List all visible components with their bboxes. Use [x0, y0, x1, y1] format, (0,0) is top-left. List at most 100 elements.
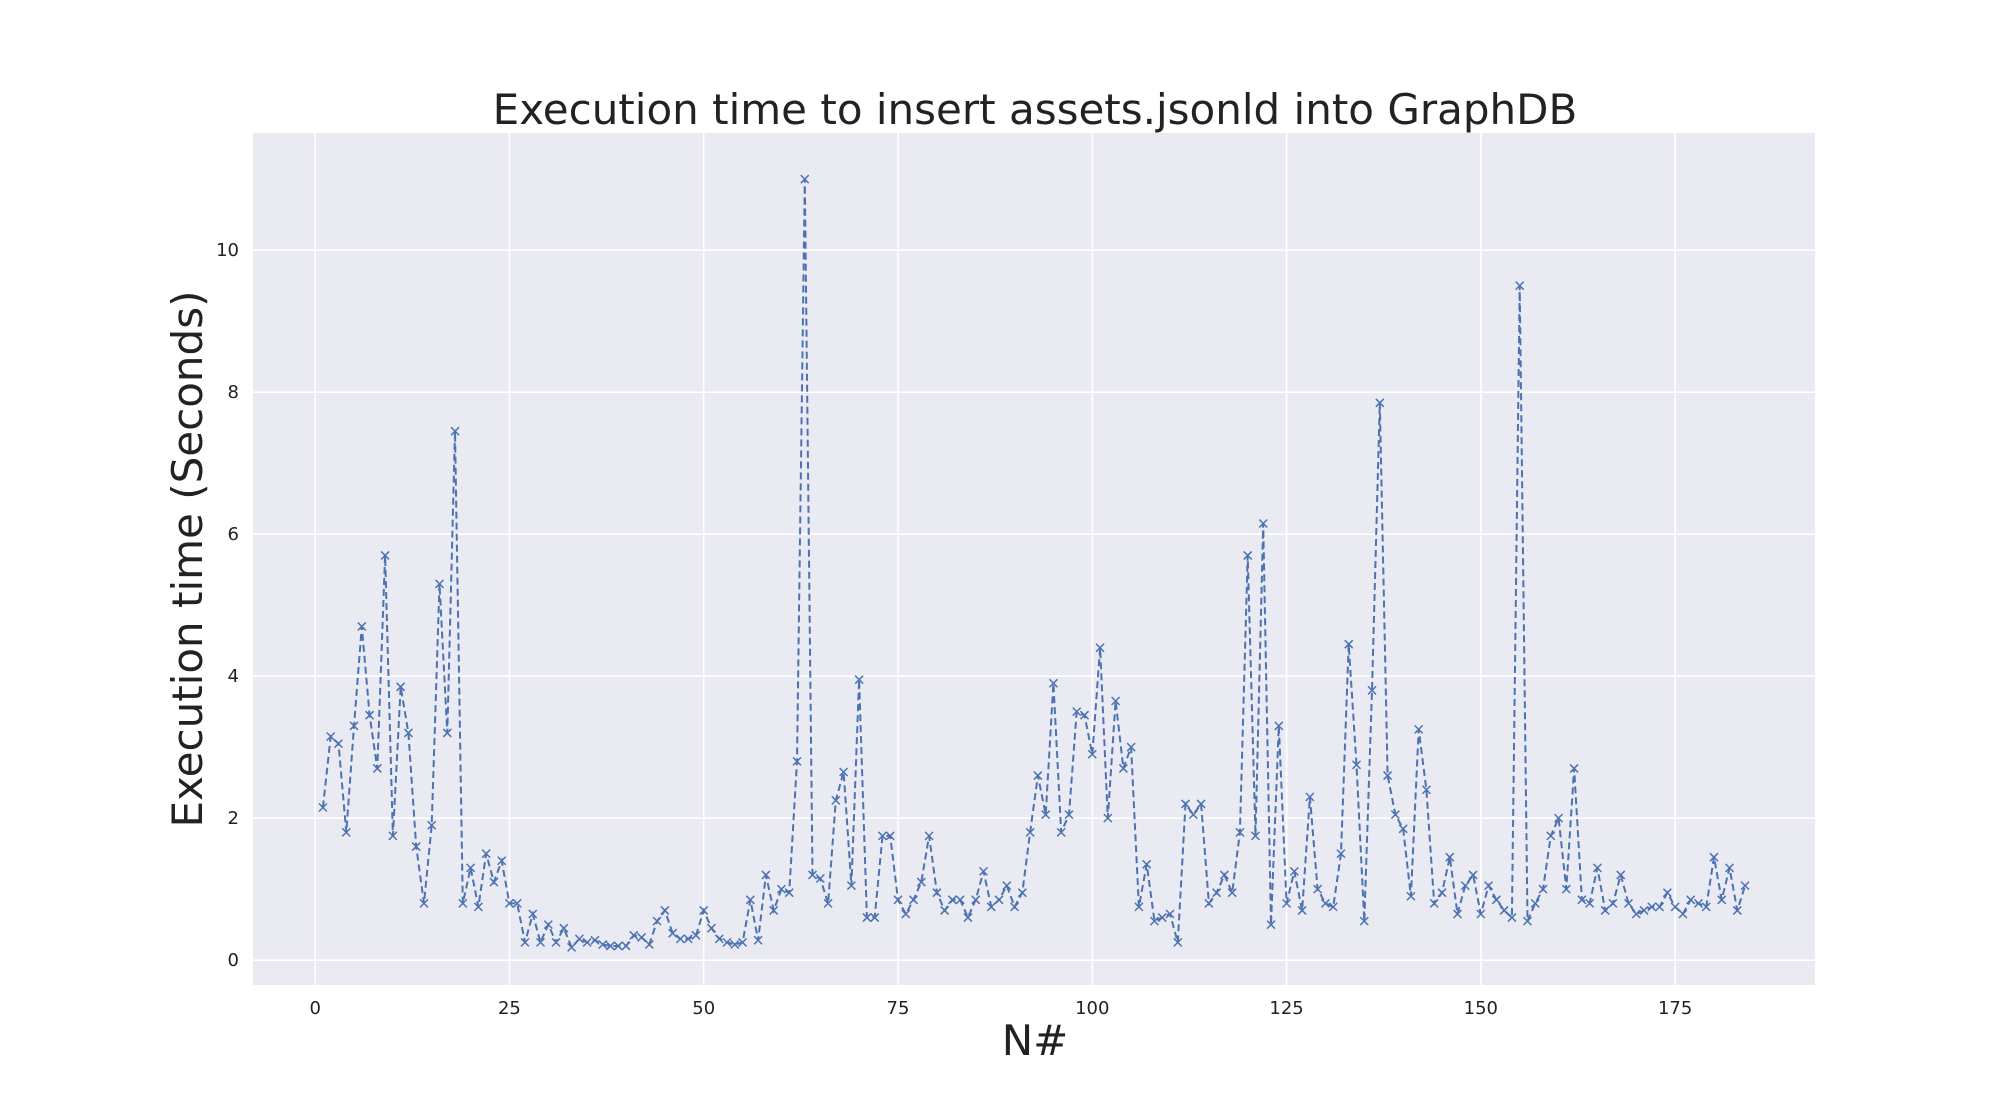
data-point-marker [504, 898, 514, 908]
data-point-marker [1320, 898, 1330, 908]
y-tick-label: 0 [228, 950, 239, 971]
data-point-marker [683, 934, 693, 944]
data-point-marker [1623, 898, 1634, 908]
data-point-marker [1670, 902, 1680, 912]
data-point-marker [1157, 913, 1167, 923]
data-point-marker [1033, 771, 1043, 781]
data-point-marker [1507, 913, 1517, 923]
data-point-marker [660, 905, 670, 915]
data-point-marker [784, 888, 794, 898]
data-point-marker [909, 895, 919, 905]
data-point-marker [365, 710, 375, 720]
data-point-marker [1631, 909, 1641, 919]
data-point-marker [1375, 398, 1385, 408]
data-point-marker [1390, 810, 1400, 820]
data-point-marker [1678, 909, 1688, 919]
data-point-marker [442, 728, 452, 738]
data-point-marker [699, 905, 709, 915]
data-point-marker [1577, 895, 1587, 905]
data-point-marker [458, 898, 468, 908]
data-point-marker [831, 795, 841, 805]
data-point-marker [1499, 905, 1509, 915]
data-point-marker [1149, 916, 1159, 926]
data-point-marker [1219, 870, 1229, 880]
data-point-marker [1468, 870, 1478, 880]
data-point-marker [1111, 696, 1121, 706]
data-point-marker [1383, 771, 1393, 781]
data-point-marker [916, 877, 926, 887]
series-group [318, 174, 1750, 952]
data-point-marker [349, 721, 359, 731]
data-point-marker [846, 881, 856, 891]
data-point-marker [924, 831, 934, 841]
x-tick-label: 125 [1269, 998, 1303, 1019]
data-point-marker [1491, 895, 1501, 905]
data-point-marker [1429, 898, 1439, 908]
data-point-marker [574, 934, 584, 944]
data-point-marker [947, 895, 957, 905]
y-tick-label: 10 [216, 240, 239, 261]
data-point-marker [1592, 863, 1602, 873]
data-point-marker [1250, 831, 1261, 841]
data-point-marker [1515, 281, 1525, 291]
data-point-marker [722, 937, 732, 947]
data-point-marker [318, 802, 328, 813]
grid-lines [253, 133, 1815, 985]
data-point-marker [473, 902, 483, 912]
data-point-marker [1212, 888, 1222, 898]
data-point-marker [823, 898, 833, 908]
data-point-marker [839, 767, 849, 777]
x-tick-label: 150 [1464, 998, 1498, 1019]
data-point-marker [1126, 742, 1136, 752]
data-point-marker [543, 920, 553, 930]
data-point-marker [1639, 905, 1649, 915]
data-point-marker [528, 909, 538, 919]
y-axis-label: Execution time (Seconds) [163, 291, 212, 828]
data-point-marker [1142, 859, 1152, 869]
data-point-marker [1196, 799, 1206, 809]
data-point-marker [706, 923, 717, 933]
data-point-marker [1289, 866, 1299, 876]
y-tick-label: 6 [228, 524, 239, 545]
data-point-marker [520, 937, 530, 947]
data-point-marker [1585, 898, 1595, 908]
y-tick-label: 4 [228, 666, 239, 687]
data-point-marker [862, 913, 872, 923]
data-point-marker [940, 905, 950, 915]
data-point-marker [1452, 909, 1463, 919]
data-point-marker [807, 870, 818, 880]
x-tick-label: 100 [1075, 998, 1109, 1019]
data-point-marker [1421, 785, 1431, 795]
data-point-marker [1546, 831, 1556, 841]
data-point-marker [621, 941, 631, 951]
data-point-marker [885, 831, 895, 841]
data-point-marker [1072, 707, 1082, 717]
data-point-marker [637, 932, 647, 942]
data-point-marker [800, 174, 810, 184]
data-point-marker [1274, 721, 1284, 731]
data-point-marker [403, 728, 413, 738]
data-point-marker [1351, 760, 1362, 770]
data-point-marker [955, 895, 965, 905]
data-point-marker [1064, 810, 1074, 820]
data-point-marker [559, 923, 569, 933]
data-point-marker [629, 930, 639, 940]
data-point-marker [738, 937, 748, 947]
data-point-marker [691, 930, 701, 940]
x-tick-label: 0 [309, 998, 320, 1019]
data-point-marker [815, 873, 825, 884]
data-point-marker [427, 820, 437, 830]
data-point-marker [1484, 881, 1494, 891]
data-point-marker [1025, 827, 1035, 837]
data-point-marker [481, 849, 491, 859]
data-point-marker [652, 916, 662, 926]
data-point-marker [761, 870, 771, 880]
data-point-marker [1204, 898, 1214, 908]
x-tick-label: 50 [692, 998, 715, 1019]
data-point-marker [1569, 763, 1579, 773]
data-point-marker [1134, 902, 1144, 912]
data-point-marker [419, 898, 429, 908]
x-axis-label: N# [1002, 1016, 1069, 1065]
